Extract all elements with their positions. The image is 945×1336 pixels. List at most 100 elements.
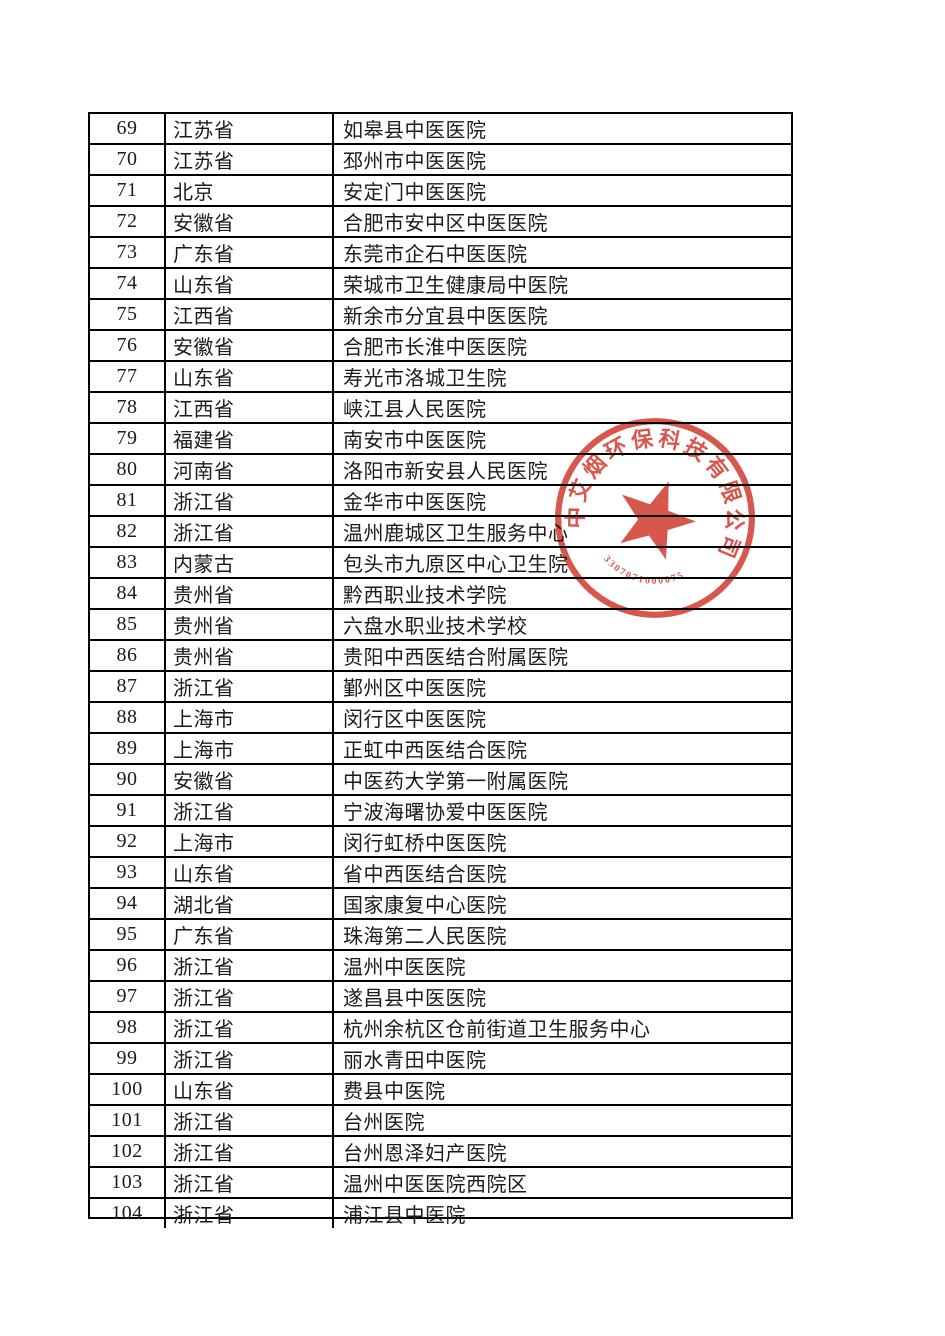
table-row: 91 浙江省 宁波海曙协爱中医医院 (90, 796, 791, 827)
cell-province: 浙江省 (166, 1044, 334, 1073)
table-row: 90 安徽省 中医药大学第一附属医院 (90, 765, 791, 796)
cell-province: 浙江省 (166, 486, 334, 515)
cell-number: 92 (90, 827, 166, 856)
cell-hospital: 珠海第二人民医院 (343, 926, 507, 948)
cell-hospital: 新余市分宜县中医医院 (343, 306, 548, 328)
cell-hospital: 南安市中医医院 (343, 430, 487, 452)
table-row: 76 安徽省 合肥市长淮中医医院 (90, 331, 791, 362)
cell-province: 江西省 (166, 300, 334, 329)
table-row: 97 浙江省 遂昌县中医医院 (90, 982, 791, 1013)
table-row: 81 浙江省 金华市中医医院 (90, 486, 791, 517)
table-row: 87 浙江省 鄞州区中医医院 (90, 672, 791, 703)
table-row: 74 山东省 荣城市卫生健康局中医院 (90, 269, 791, 300)
cell-number: 102 (90, 1137, 166, 1166)
cell-hospital: 正虹中西医结合医院 (343, 740, 528, 762)
cell-number: 77 (90, 362, 166, 391)
cell-hospital: 国家康复中心医院 (343, 895, 507, 917)
cell-hospital: 黔西职业技术学院 (343, 585, 507, 607)
cell-number: 89 (90, 734, 166, 763)
cell-number: 73 (90, 238, 166, 267)
table-row: 80 河南省 洛阳市新安县人民医院 (90, 455, 791, 486)
cell-province: 湖北省 (166, 889, 334, 918)
cell-number: 101 (90, 1106, 166, 1135)
cell-number: 103 (90, 1168, 166, 1197)
cell-province: 浙江省 (166, 1137, 334, 1166)
table-body: 69 江苏省 如皋县中医医院 70 江苏省 邳州市中医医院 71 北京 安定门中… (90, 114, 791, 1228)
cell-number: 88 (90, 703, 166, 732)
cell-hospital: 费县中医院 (343, 1081, 446, 1103)
cell-number: 99 (90, 1044, 166, 1073)
cell-number: 78 (90, 393, 166, 422)
table-row: 104 浙江省 浦江县中医院 (90, 1199, 791, 1228)
cell-hospital: 如皋县中医医院 (343, 120, 487, 142)
cell-hospital: 杭州余杭区仓前街道卫生服务中心 (343, 1019, 651, 1041)
cell-province: 江西省 (166, 393, 334, 422)
cell-hospital: 省中西医结合医院 (343, 864, 507, 886)
cell-hospital: 寿光市洛城卫生院 (343, 368, 507, 390)
table-row: 93 山东省 省中西医结合医院 (90, 858, 791, 889)
cell-number: 104 (90, 1199, 166, 1228)
table-row: 84 贵州省 黔西职业技术学院 (90, 579, 791, 610)
cell-hospital: 浦江县中医院 (343, 1205, 466, 1227)
cell-number: 87 (90, 672, 166, 701)
cell-number: 82 (90, 517, 166, 546)
cell-number: 98 (90, 1013, 166, 1042)
cell-province: 贵州省 (166, 610, 334, 639)
cell-province: 河南省 (166, 455, 334, 484)
table-row: 71 北京 安定门中医医院 (90, 176, 791, 207)
table-row: 94 湖北省 国家康复中心医院 (90, 889, 791, 920)
cell-number: 95 (90, 920, 166, 949)
cell-hospital: 闵行区中医医院 (343, 709, 487, 731)
cell-province: 浙江省 (166, 672, 334, 701)
cell-hospital: 温州中医医院 (343, 957, 466, 979)
cell-province: 山东省 (166, 269, 334, 298)
cell-province: 北京 (166, 176, 334, 205)
cell-hospital: 温州鹿城区卫生服务中心 (343, 523, 569, 545)
table-row: 102 浙江省 台州恩泽妇产医院 (90, 1137, 791, 1168)
table-row: 78 江西省 峡江县人民医院 (90, 393, 791, 424)
cell-province: 浙江省 (166, 796, 334, 825)
cell-province: 山东省 (166, 858, 334, 887)
cell-province: 内蒙古 (166, 548, 334, 577)
cell-number: 81 (90, 486, 166, 515)
cell-number: 96 (90, 951, 166, 980)
cell-number: 97 (90, 982, 166, 1011)
cell-hospital: 宁波海曙协爱中医医院 (343, 802, 548, 824)
cell-province: 安徽省 (166, 765, 334, 794)
cell-number: 71 (90, 176, 166, 205)
cell-province: 贵州省 (166, 641, 334, 670)
cell-number: 69 (90, 114, 166, 143)
table-row: 82 浙江省 温州鹿城区卫生服务中心 (90, 517, 791, 548)
cell-hospital: 鄞州区中医医院 (343, 678, 487, 700)
table-row: 95 广东省 珠海第二人民医院 (90, 920, 791, 951)
cell-hospital: 安定门中医医院 (343, 182, 487, 204)
cell-hospital: 荣城市卫生健康局中医院 (343, 275, 569, 297)
cell-province: 江苏省 (166, 114, 334, 143)
cell-number: 86 (90, 641, 166, 670)
cell-number: 80 (90, 455, 166, 484)
cell-hospital: 温州中医医院西院区 (343, 1174, 528, 1196)
cell-hospital: 丽水青田中医院 (343, 1050, 487, 1072)
table-row: 103 浙江省 温州中医医院西院区 (90, 1168, 791, 1199)
table-row: 100 山东省 费县中医院 (90, 1075, 791, 1106)
cell-number: 84 (90, 579, 166, 608)
table-row: 101 浙江省 台州医院 (90, 1106, 791, 1137)
table-row: 77 山东省 寿光市洛城卫生院 (90, 362, 791, 393)
cell-number: 74 (90, 269, 166, 298)
cell-hospital: 闵行虹桥中医医院 (343, 833, 507, 855)
cell-province: 山东省 (166, 1075, 334, 1104)
cell-hospital: 台州医院 (343, 1112, 425, 1134)
table-row: 83 内蒙古 包头市九原区中心卫生院 (90, 548, 791, 579)
table-row: 86 贵州省 贵阳中西医结合附属医院 (90, 641, 791, 672)
cell-number: 94 (90, 889, 166, 918)
cell-province: 上海市 (166, 734, 334, 763)
cell-number: 79 (90, 424, 166, 453)
cell-province: 浙江省 (166, 982, 334, 1011)
cell-province: 贵州省 (166, 579, 334, 608)
table-row: 98 浙江省 杭州余杭区仓前街道卫生服务中心 (90, 1013, 791, 1044)
table-row: 69 江苏省 如皋县中医医院 (90, 114, 791, 145)
table-row: 89 上海市 正虹中西医结合医院 (90, 734, 791, 765)
cell-number: 72 (90, 207, 166, 236)
cell-province: 浙江省 (166, 1013, 334, 1042)
cell-number: 83 (90, 548, 166, 577)
